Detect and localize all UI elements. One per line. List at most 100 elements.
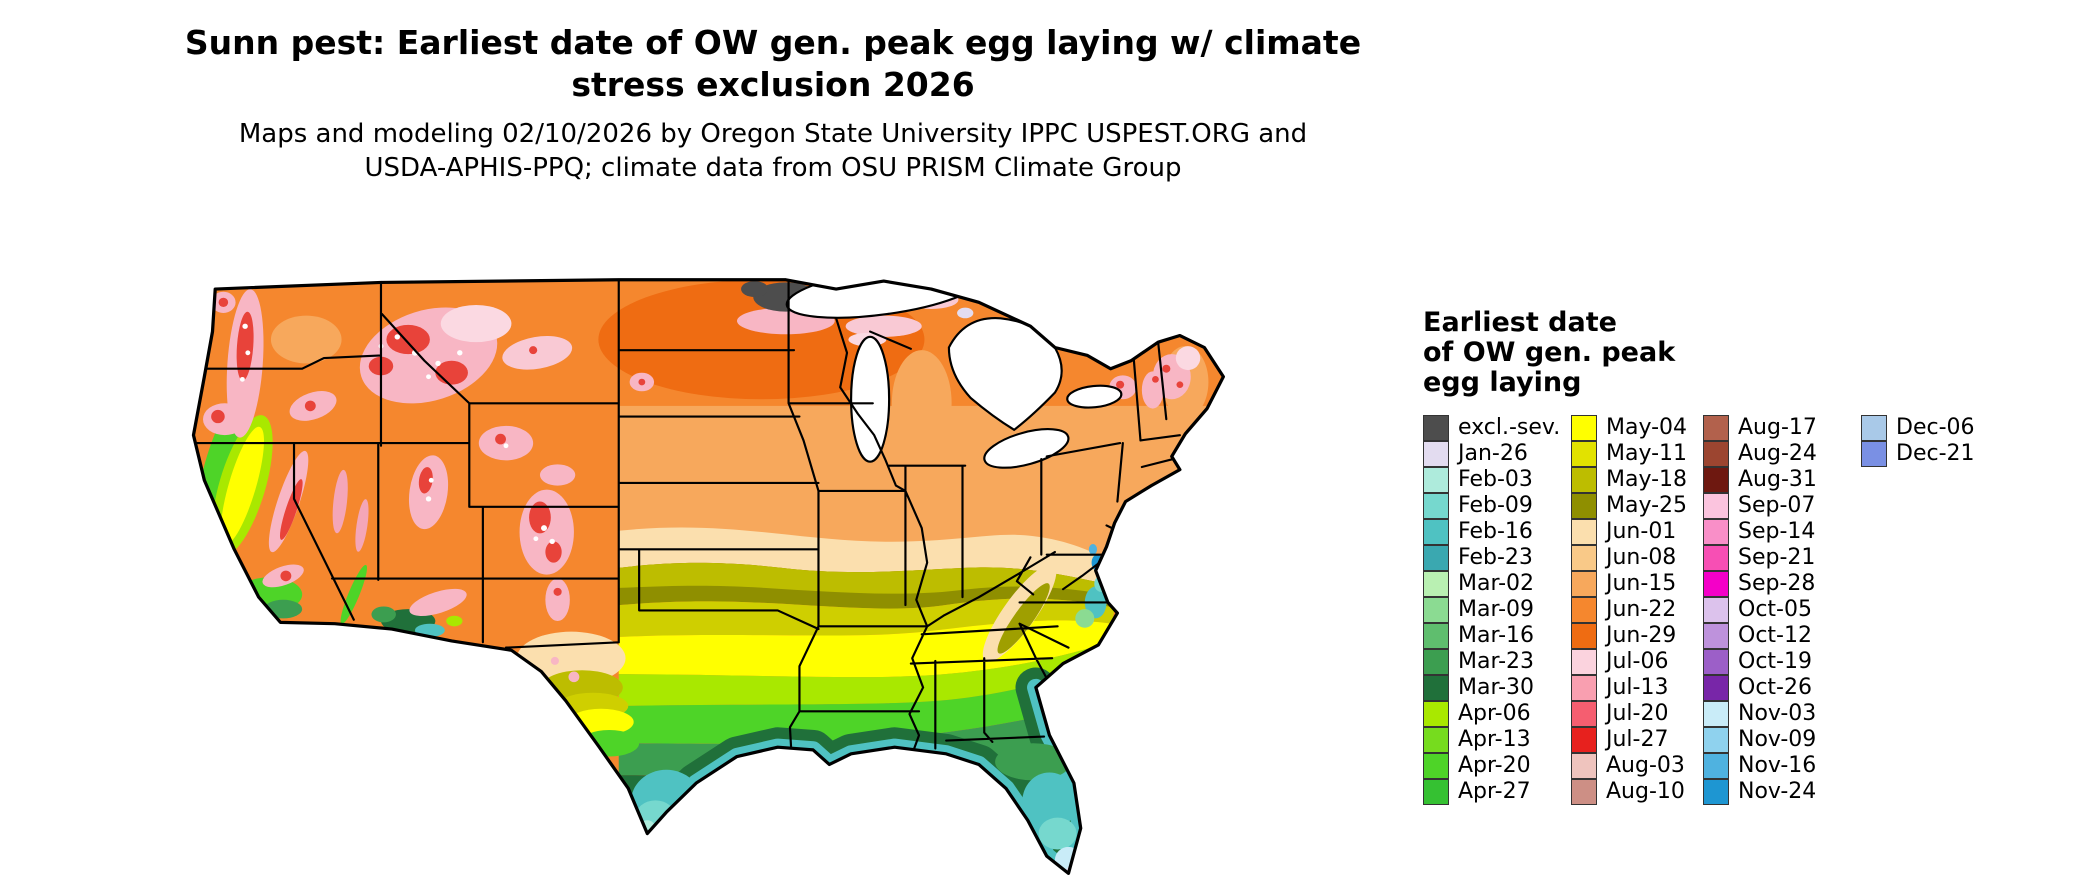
legend-swatch (1423, 778, 1449, 805)
legend-swatch (1423, 544, 1449, 571)
lake-ontario (1066, 384, 1123, 409)
legend-swatch (1571, 466, 1597, 493)
legend-entry-label: Jul-13 (1606, 675, 1669, 701)
legend-swatch (1571, 440, 1597, 467)
legend-entry-label: Apr-20 (1458, 753, 1531, 779)
legend-entry: Jul-27 (1571, 726, 1703, 753)
legend-entry-label: May-04 (1606, 415, 1688, 441)
legend-swatch (1571, 596, 1597, 623)
legend-entry-label: Nov-09 (1738, 727, 1817, 753)
legend-swatch (1703, 492, 1729, 519)
legend-entry: Aug-24 (1703, 440, 1861, 467)
legend-entry-label: Dec-06 (1896, 415, 1975, 441)
legend-entry: May-11 (1571, 440, 1703, 467)
florida-region (995, 743, 1083, 874)
legend-entry: Aug-10 (1571, 778, 1703, 805)
legend-swatch (1423, 414, 1449, 441)
legend-swatch (1571, 752, 1597, 779)
legend-entry-label: Nov-03 (1738, 701, 1817, 727)
legend-entry: Nov-16 (1703, 752, 1861, 779)
legend-entry: Oct-05 (1703, 596, 1861, 623)
us-map (191, 278, 1225, 875)
legend-swatch (1861, 440, 1887, 467)
legend-swatch (1423, 570, 1449, 597)
legend-entry: Jul-20 (1571, 700, 1703, 727)
legend-entry: Oct-26 (1703, 674, 1861, 701)
legend-entry: Mar-30 (1423, 674, 1571, 701)
legend-column: Dec-06 Dec-21 (1861, 414, 2001, 467)
legend-entry-label: Oct-12 (1738, 623, 1812, 649)
legend-swatch (1423, 466, 1449, 493)
legend-swatch (1571, 544, 1597, 571)
legend-entry-label: Jun-22 (1606, 597, 1677, 623)
legend-entry: Dec-21 (1861, 440, 2001, 467)
legend-entry: Jun-01 (1571, 518, 1703, 545)
legend-entry: Mar-02 (1423, 570, 1571, 597)
legend-entry: Mar-23 (1423, 648, 1571, 675)
legend-entry: Oct-12 (1703, 622, 1861, 649)
legend-entry-label: Mar-02 (1458, 571, 1535, 597)
map-title-line2: stress exclusion 2026 (571, 65, 975, 105)
legend-entry-label: Sep-07 (1738, 493, 1816, 519)
legend-swatch (1571, 726, 1597, 753)
legend-swatch (1703, 674, 1729, 701)
legend-entry-label: Mar-16 (1458, 623, 1535, 649)
legend-entry-label: Apr-13 (1458, 727, 1531, 753)
legend-entry-label: Nov-16 (1738, 753, 1817, 779)
legend-swatch (1423, 674, 1449, 701)
snow-specks (239, 323, 555, 545)
legend-swatch (1571, 622, 1597, 649)
legend-swatch (1703, 440, 1729, 467)
legend-entry-label: Sep-14 (1738, 519, 1816, 545)
legend-entry: Jul-13 (1571, 674, 1703, 701)
legend-entry: Jun-08 (1571, 544, 1703, 571)
legend-column: excl.-sev. Jan-26 Feb-03 Feb-09 Feb-16 Feb-23… (1423, 414, 1571, 805)
lake-erie (983, 428, 1070, 469)
legend-entry-label: Apr-27 (1458, 779, 1531, 805)
legend-entry-label: Sep-21 (1738, 545, 1816, 571)
legend-entry: May-18 (1571, 466, 1703, 493)
legend-entry: Nov-24 (1703, 778, 1861, 805)
legend-swatch (1703, 466, 1729, 493)
legend-swatch (1423, 622, 1449, 649)
legend-entry: Feb-16 (1423, 518, 1571, 545)
legend-swatch (1571, 674, 1597, 701)
legend-swatch (1571, 570, 1597, 597)
legend-column: May-04 May-11 May-18 May-25 Jun-01 Jun-08 Jun-… (1571, 414, 1703, 805)
legend-swatch (1703, 648, 1729, 675)
legend-entry-label: Mar-09 (1458, 597, 1535, 623)
map-title-line1: Sunn pest: Earliest date of OW gen. peak… (184, 23, 1362, 62)
legend-entry-label: Aug-03 (1606, 753, 1685, 779)
legend-entry-label: Aug-10 (1606, 779, 1685, 805)
legend-entry: May-25 (1571, 492, 1703, 519)
legend-swatch (1703, 622, 1729, 649)
legend-entry-label: Jun-08 (1606, 545, 1677, 571)
legend-entry: Sep-14 (1703, 518, 1861, 545)
legend-entry-label: Nov-24 (1738, 779, 1817, 805)
legend-swatch (1571, 700, 1597, 727)
legend-swatch (1703, 778, 1729, 805)
legend-swatch (1571, 518, 1597, 545)
legend-entry-label: May-25 (1606, 493, 1688, 519)
legend-swatch (1423, 518, 1449, 545)
map-regions (193, 279, 1224, 874)
legend-entry-label: Feb-23 (1458, 545, 1533, 571)
legend-entry: Aug-03 (1571, 752, 1703, 779)
legend-entry: Oct-19 (1703, 648, 1861, 675)
legend-entry: Apr-06 (1423, 700, 1571, 727)
state-borders (193, 279, 1181, 755)
legend-entry: Aug-17 (1703, 414, 1861, 441)
legend-entry: Nov-09 (1703, 726, 1861, 753)
legend-entry: Jul-06 (1571, 648, 1703, 675)
legend-entry-label: Apr-06 (1458, 701, 1531, 727)
legend-entry-label: Jun-29 (1606, 623, 1677, 649)
legend-entry: Feb-23 (1423, 544, 1571, 571)
legend-entry: Sep-07 (1703, 492, 1861, 519)
arizona-region (340, 564, 463, 637)
legend-entry-label: Aug-17 (1738, 415, 1817, 441)
legend-swatch (1423, 596, 1449, 623)
legend-title-line3: egg laying (1423, 367, 1582, 399)
south-texas-region (630, 769, 702, 837)
legend-entry: Apr-20 (1423, 752, 1571, 779)
legend-entry: Mar-09 (1423, 596, 1571, 623)
